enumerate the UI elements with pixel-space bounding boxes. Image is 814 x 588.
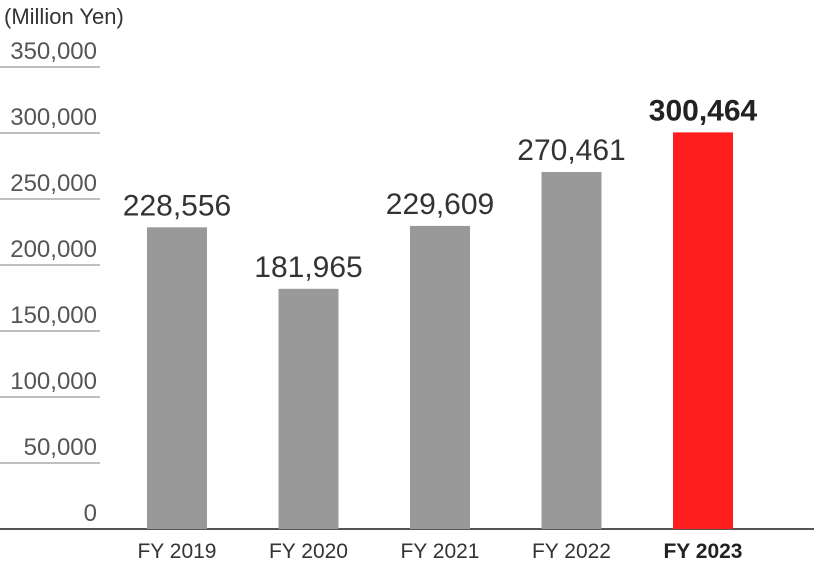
y-tick-label: 350,000 — [10, 38, 97, 65]
x-tick-label: FY 2020 — [269, 540, 348, 563]
bar — [410, 225, 470, 529]
x-tick-label: FY 2023 — [663, 540, 742, 563]
y-tick-label: 300,000 — [10, 104, 97, 131]
bar-value-label: 270,461 — [517, 134, 625, 167]
bar — [673, 132, 733, 530]
y-tick-label: 150,000 — [10, 302, 97, 329]
y-tick-label: 200,000 — [10, 236, 97, 263]
x-tick-label: FY 2019 — [137, 540, 216, 563]
bar-value-label: 300,464 — [649, 94, 758, 127]
unit-label: (Million Yen) — [4, 4, 124, 29]
bar-value-label: 228,556 — [123, 189, 231, 222]
bar-value-label: 181,965 — [254, 251, 362, 284]
y-tick-label: 100,000 — [10, 368, 97, 395]
bar — [541, 171, 602, 529]
y-tick-label: 50,000 — [24, 434, 97, 461]
x-tick-label: FY 2021 — [400, 540, 479, 563]
bar — [147, 227, 207, 529]
bar — [278, 288, 339, 529]
y-tick-label: 0 — [84, 500, 97, 527]
bar-value-label: 229,609 — [386, 188, 494, 221]
x-tick-label: FY 2022 — [532, 540, 611, 563]
y-tick-label: 250,000 — [10, 170, 97, 197]
